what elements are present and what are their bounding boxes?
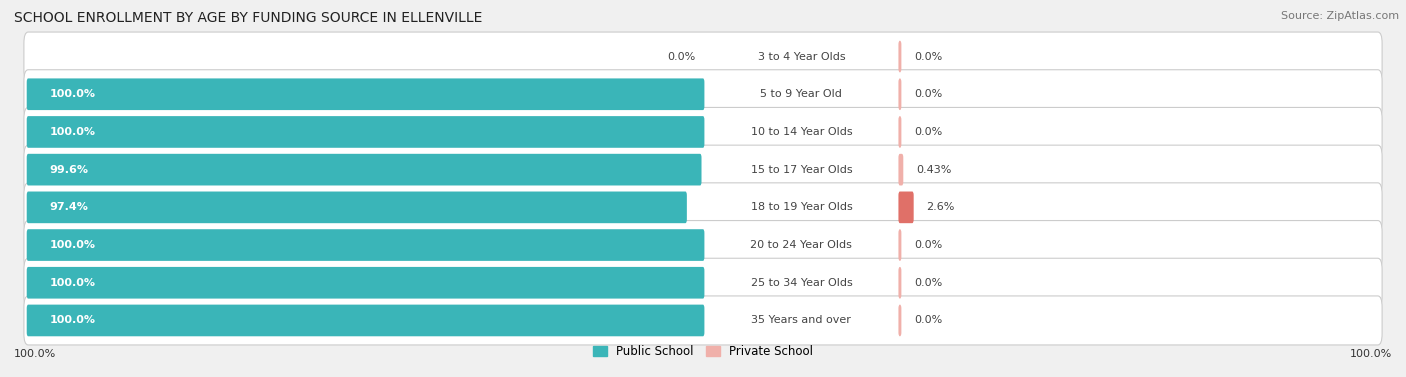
Text: 0.0%: 0.0% [914,278,942,288]
FancyBboxPatch shape [898,78,901,110]
FancyBboxPatch shape [27,78,704,110]
FancyBboxPatch shape [27,116,704,148]
Text: 18 to 19 Year Olds: 18 to 19 Year Olds [751,202,852,212]
Text: 5 to 9 Year Old: 5 to 9 Year Old [761,89,842,99]
FancyBboxPatch shape [898,192,914,223]
Legend: Public School, Private School: Public School, Private School [593,345,813,358]
Text: 35 Years and over: 35 Years and over [751,316,852,325]
Text: 0.0%: 0.0% [914,89,942,99]
FancyBboxPatch shape [898,154,903,185]
Text: 100.0%: 100.0% [49,316,96,325]
Text: 100.0%: 100.0% [49,240,96,250]
FancyBboxPatch shape [24,32,1382,81]
Text: 2.6%: 2.6% [927,202,955,212]
FancyBboxPatch shape [24,221,1382,270]
Text: 97.4%: 97.4% [49,202,89,212]
Text: 0.0%: 0.0% [914,52,942,61]
FancyBboxPatch shape [898,305,901,336]
Text: 100.0%: 100.0% [49,278,96,288]
FancyBboxPatch shape [24,107,1382,156]
Text: 15 to 17 Year Olds: 15 to 17 Year Olds [751,165,852,175]
FancyBboxPatch shape [27,192,688,223]
Text: 0.0%: 0.0% [668,52,696,61]
Text: 0.0%: 0.0% [914,316,942,325]
Text: 20 to 24 Year Olds: 20 to 24 Year Olds [751,240,852,250]
FancyBboxPatch shape [24,183,1382,232]
FancyBboxPatch shape [898,267,901,299]
Text: 100.0%: 100.0% [1350,349,1392,359]
Text: 0.0%: 0.0% [914,240,942,250]
FancyBboxPatch shape [27,154,702,185]
Text: 100.0%: 100.0% [49,127,96,137]
FancyBboxPatch shape [898,229,901,261]
Text: 100.0%: 100.0% [14,349,56,359]
Text: 3 to 4 Year Olds: 3 to 4 Year Olds [758,52,845,61]
Text: 25 to 34 Year Olds: 25 to 34 Year Olds [751,278,852,288]
Text: 0.43%: 0.43% [915,165,952,175]
FancyBboxPatch shape [24,296,1382,345]
FancyBboxPatch shape [27,305,704,336]
FancyBboxPatch shape [898,41,901,72]
Text: 100.0%: 100.0% [49,89,96,99]
FancyBboxPatch shape [27,229,704,261]
FancyBboxPatch shape [24,70,1382,119]
Text: SCHOOL ENROLLMENT BY AGE BY FUNDING SOURCE IN ELLENVILLE: SCHOOL ENROLLMENT BY AGE BY FUNDING SOUR… [14,11,482,25]
Text: 10 to 14 Year Olds: 10 to 14 Year Olds [751,127,852,137]
FancyBboxPatch shape [24,258,1382,307]
FancyBboxPatch shape [27,267,704,299]
FancyBboxPatch shape [24,145,1382,194]
FancyBboxPatch shape [898,116,901,148]
Text: Source: ZipAtlas.com: Source: ZipAtlas.com [1281,11,1399,21]
Text: 0.0%: 0.0% [914,127,942,137]
Text: 99.6%: 99.6% [49,165,89,175]
